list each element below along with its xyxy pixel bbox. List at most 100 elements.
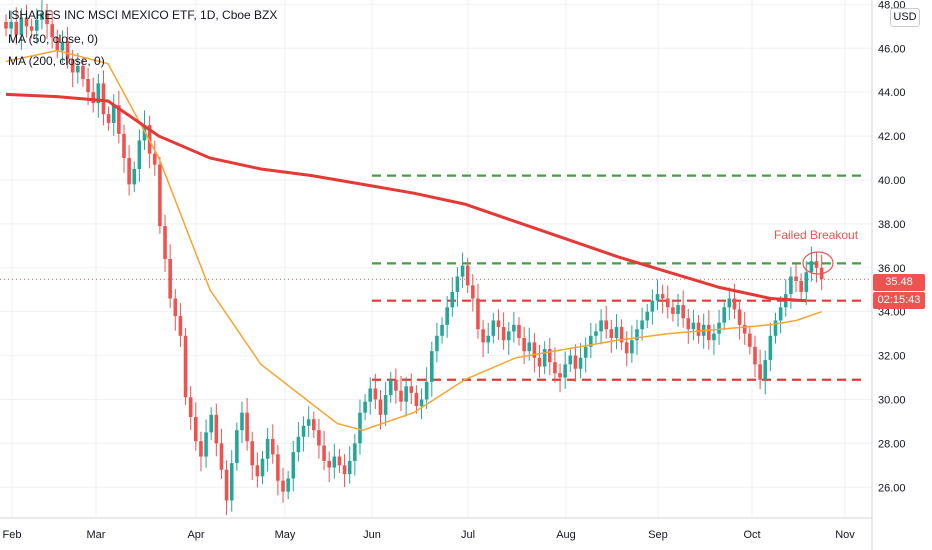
candle-body xyxy=(183,335,188,398)
candle-body xyxy=(91,92,96,104)
candle-body xyxy=(70,59,75,73)
moving-averages xyxy=(0,49,872,431)
candle-body xyxy=(799,280,803,292)
candle-body xyxy=(117,105,121,134)
candle-body xyxy=(388,379,393,396)
candle-body xyxy=(460,265,465,277)
candle-body xyxy=(537,357,542,367)
candle-body xyxy=(260,458,265,477)
candle-body xyxy=(650,300,655,312)
candle-body xyxy=(353,443,357,461)
candle-body xyxy=(609,329,614,339)
candle-body xyxy=(55,37,60,51)
y-tick-label: 32.00 xyxy=(878,351,906,363)
candle-body xyxy=(712,333,716,341)
candle-body xyxy=(748,333,752,347)
candle-body xyxy=(696,322,701,336)
candle-body xyxy=(76,65,80,73)
candle-body xyxy=(517,324,521,339)
countdown-tag: 02:15:43 xyxy=(873,292,925,309)
candle-body xyxy=(804,272,809,292)
candle-body xyxy=(686,318,691,330)
candle-body xyxy=(60,41,65,51)
currency-badge[interactable]: USD xyxy=(890,8,920,27)
candle-body xyxy=(281,480,285,492)
candle-body xyxy=(501,327,506,341)
ma50-line xyxy=(5,49,822,431)
candle-body xyxy=(758,364,762,380)
candle-body xyxy=(445,307,449,325)
symbol-title[interactable]: ISHARES INC MSCI MEXICO ETF, 1D, Cboe BZ… xyxy=(8,8,278,22)
candle-body xyxy=(358,412,362,444)
candle-body xyxy=(188,397,193,418)
candle-body xyxy=(50,24,54,38)
candle-body xyxy=(589,335,593,347)
candle-body xyxy=(337,456,342,466)
candle-body xyxy=(19,17,24,36)
candle-body xyxy=(306,419,311,426)
ma200-legend[interactable]: MA (200, close, 0) xyxy=(8,54,105,68)
candle-body xyxy=(106,114,111,123)
candle-body xyxy=(65,41,70,60)
candle-body xyxy=(209,414,213,433)
candle-body xyxy=(604,320,609,330)
candle-body xyxy=(435,335,439,352)
y-tick-label: 44.00 xyxy=(878,87,906,99)
candle-body xyxy=(270,438,275,455)
candle-body xyxy=(722,307,726,323)
candle-body xyxy=(573,355,578,369)
candle-body xyxy=(317,430,321,446)
candle-body xyxy=(111,105,116,123)
candle-body xyxy=(491,320,496,336)
candle-body xyxy=(424,381,429,400)
candle-body xyxy=(429,351,434,382)
candle-body xyxy=(34,19,39,31)
y-tick-label: 40.00 xyxy=(878,175,906,187)
chart-grid xyxy=(0,0,872,518)
candle-body xyxy=(553,362,557,374)
candle-body xyxy=(178,316,183,336)
candle-body xyxy=(665,298,670,308)
candle-body xyxy=(152,153,157,165)
ma50-legend[interactable]: MA (50, close, 0) xyxy=(8,32,99,46)
candle-body xyxy=(322,445,326,461)
candle-body xyxy=(496,320,501,328)
candle-body xyxy=(630,340,634,354)
candle-body xyxy=(778,307,783,321)
candle-body xyxy=(773,320,778,336)
candle-body xyxy=(378,399,383,415)
x-tick-label: May xyxy=(275,529,296,541)
candle-body xyxy=(471,285,475,299)
candle-body xyxy=(578,357,583,369)
candle-body xyxy=(732,298,737,310)
candle-body xyxy=(727,298,732,308)
candle-body xyxy=(286,478,290,492)
candle-body xyxy=(14,21,19,36)
candle-body xyxy=(476,298,480,330)
candle-body xyxy=(691,322,696,330)
candle-body xyxy=(506,331,511,341)
y-tick-label: 26.00 xyxy=(878,482,906,494)
candle-body xyxy=(671,307,675,314)
candle-body xyxy=(81,65,85,80)
candle-body xyxy=(158,164,162,227)
candle-body xyxy=(440,324,444,336)
x-tick-label: Sep xyxy=(648,529,668,541)
candle-body xyxy=(742,324,747,334)
candle-body xyxy=(373,388,378,400)
candle-body xyxy=(563,364,567,378)
y-tick-label: 42.00 xyxy=(878,131,906,143)
candle-body xyxy=(168,259,172,299)
y-tick-label: 28.00 xyxy=(878,438,906,450)
candle-body xyxy=(327,460,331,468)
candle-body xyxy=(645,311,650,321)
candle-body xyxy=(522,338,526,352)
candle-body xyxy=(409,386,414,393)
candle-body xyxy=(419,399,424,407)
candle-body xyxy=(583,346,588,358)
candle-body xyxy=(681,305,685,319)
candle-body xyxy=(363,401,367,413)
candle-body xyxy=(527,342,532,352)
candle-body xyxy=(624,342,629,354)
